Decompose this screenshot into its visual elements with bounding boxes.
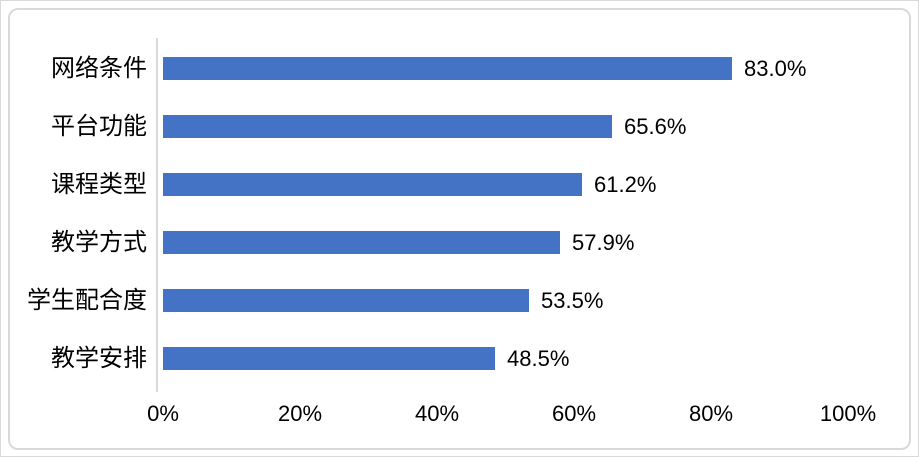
bar [163,57,732,80]
x-tick-label: 60% [551,401,597,426]
bar [163,231,560,254]
x-tick-label: 100% [819,401,877,426]
category-label: 教学方式 [51,228,147,256]
value-label: 57.9% [572,229,635,255]
category-label: 平台功能 [51,112,147,140]
x-tick-label: 0% [147,401,179,426]
category-label: 网络条件 [51,54,147,82]
bar [163,347,495,370]
x-tick-label: 80% [688,401,734,426]
bar [163,173,582,196]
category-label: 课程类型 [51,170,147,198]
chart-frame [8,8,911,450]
category-label: 学生配合度 [27,286,147,314]
value-label: 83.0% [744,55,807,81]
x-tick-label: 20% [277,401,323,426]
x-tick-label: 40% [414,401,460,426]
value-label: 53.5% [541,287,604,313]
value-label: 61.2% [594,171,657,197]
y-axis-line [156,38,158,392]
value-label: 48.5% [507,345,570,371]
value-label: 65.6% [624,113,687,139]
category-label: 教学安排 [51,344,147,372]
bar [163,289,529,312]
bar [163,115,612,138]
